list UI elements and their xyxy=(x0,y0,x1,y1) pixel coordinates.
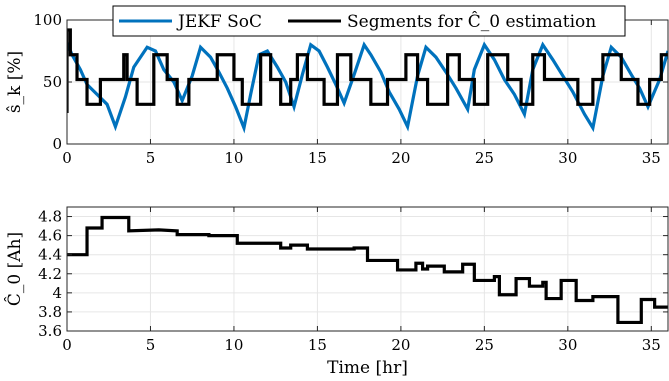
x-tick-label: 20 xyxy=(391,149,410,167)
legend-label-soc: JEKF SoC xyxy=(176,12,262,32)
y-tick-label: 0 xyxy=(52,135,62,153)
y-tick-label: 4.4 xyxy=(38,246,62,264)
x-tick-label: 25 xyxy=(475,336,494,354)
segments-step-line xyxy=(67,28,668,113)
soc-series-layer xyxy=(67,28,668,134)
x-tick-label: 35 xyxy=(642,336,661,354)
legend-label-segments: Segments for Ĉ_0 estimation xyxy=(347,11,596,32)
x-tick-label: 0 xyxy=(62,336,72,354)
capacity-x-axis-label: Time [hr] xyxy=(327,358,408,378)
soc-y-axis-label: ŝ_k [%] xyxy=(5,51,25,113)
x-tick-label: 5 xyxy=(146,149,156,167)
x-tick-label: 5 xyxy=(146,336,156,354)
x-tick-label: 35 xyxy=(642,149,661,167)
soc-x-ticks: 0 5 10 15 20 25 30 35 xyxy=(62,20,661,167)
y-tick-label: 3.6 xyxy=(38,322,62,340)
y-tick-label: 3.8 xyxy=(38,303,62,321)
capacity-plot-frame xyxy=(66,206,669,332)
x-tick-label: 10 xyxy=(224,336,243,354)
y-tick-label: 100 xyxy=(33,11,62,29)
y-tick-label: 4.8 xyxy=(38,208,62,226)
y-tick-label: 4 xyxy=(52,284,62,302)
x-tick-label: 25 xyxy=(475,149,494,167)
capacity-estimate-line xyxy=(67,215,668,325)
y-tick-label: 50 xyxy=(43,73,62,91)
soc-y-ticks: 0 50 100 xyxy=(33,11,668,153)
soc-legend: JEKF SoC Segments for Ĉ_0 estimation xyxy=(112,5,626,37)
x-tick-label: 15 xyxy=(308,149,327,167)
x-tick-label: 0 xyxy=(62,149,72,167)
capacity-y-ticks: 3.63.844.24.44.64.8 xyxy=(38,208,668,340)
x-tick-label: 30 xyxy=(558,149,577,167)
x-tick-label: 15 xyxy=(308,336,327,354)
y-tick-label: 4.2 xyxy=(38,265,62,283)
capacity-series-layer xyxy=(67,215,668,325)
x-tick-label: 10 xyxy=(224,149,243,167)
soc-plot: 0 5 10 15 20 25 30 35 0 50 100 ŝ_k [%] JEKF SoC S… xyxy=(5,5,669,167)
legend-box xyxy=(112,5,626,37)
x-tick-label: 30 xyxy=(558,336,577,354)
capacity-x-ticks: 0 5 10 15 20 25 30 35 xyxy=(62,207,661,354)
y-tick-label: 4.6 xyxy=(38,227,62,245)
capacity-plot: 0 5 10 15 20 25 30 35 3.63.844.24.44.64.8 Ĉ_0 [… xyxy=(4,206,669,378)
soc-estimate-line xyxy=(67,41,668,134)
capacity-y-axis-label: Ĉ_0 [Ah] xyxy=(4,232,25,306)
x-tick-label: 20 xyxy=(391,336,410,354)
